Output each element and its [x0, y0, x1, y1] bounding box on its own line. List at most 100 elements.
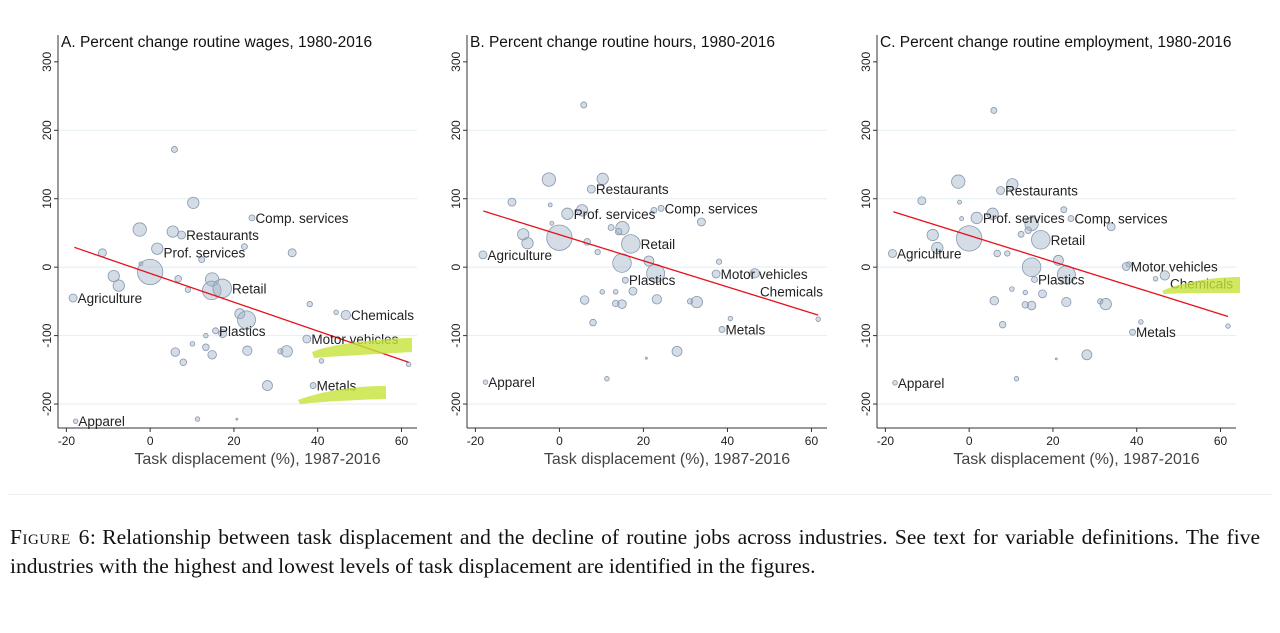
data-point — [696, 217, 706, 227]
data-point — [107, 269, 120, 283]
data-point — [580, 101, 588, 109]
data-point — [1138, 319, 1144, 325]
point-label: Prof. services — [983, 211, 1065, 226]
figure-caption: Figure 6: Relationship between task displ… — [10, 523, 1260, 581]
data-point — [507, 197, 517, 207]
data-point — [1060, 206, 1068, 214]
x-tick-label: 60 — [395, 434, 409, 448]
data-point — [711, 269, 721, 279]
data-point — [1022, 289, 1028, 296]
data-point — [671, 345, 683, 357]
data-point — [151, 242, 164, 255]
data-point — [957, 199, 962, 205]
y-tick-label: -100 — [449, 323, 463, 347]
data-point — [333, 309, 339, 316]
x-tick-label: 40 — [311, 434, 325, 448]
x-tick-label: 40 — [1130, 434, 1144, 448]
point-label: Apparel — [488, 375, 535, 390]
point-label: Prof. services — [574, 207, 656, 222]
y-tick-label: 0 — [449, 264, 463, 271]
data-point — [478, 250, 488, 260]
panel-b-hours: B. Percent change routine hours, 1980-20… — [449, 34, 827, 468]
x-axis-title: Task displacement (%), 1987-2016 — [953, 451, 1199, 468]
data-point — [521, 237, 534, 250]
point-label: Agriculture — [78, 291, 143, 306]
data-point — [132, 222, 147, 237]
data-point — [187, 196, 200, 209]
data-point — [917, 196, 927, 206]
x-axis-title: Task displacement (%), 1987-2016 — [134, 451, 380, 468]
data-point — [287, 248, 297, 258]
panel-title: A. Percent change routine wages, 1980-20… — [61, 34, 372, 51]
data-point — [198, 256, 206, 264]
data-point — [302, 334, 312, 344]
y-tick-label: -100 — [859, 323, 873, 347]
highlighter-mark — [298, 386, 386, 404]
point-label: Motor vehicles — [721, 267, 808, 282]
y-tick-label: 200 — [449, 120, 463, 140]
data-point — [956, 225, 983, 252]
data-point — [621, 276, 629, 284]
data-point — [541, 172, 557, 187]
data-point — [579, 295, 590, 305]
data-point — [194, 416, 201, 422]
data-point — [235, 417, 239, 421]
data-point — [614, 227, 623, 236]
x-tick-label: 0 — [966, 434, 973, 448]
data-point — [202, 343, 210, 351]
data-point — [998, 320, 1007, 329]
caption-text: Relationship between task displacement a… — [10, 525, 1260, 578]
data-point — [1004, 250, 1011, 257]
data-point — [203, 332, 209, 339]
data-point — [68, 293, 78, 303]
data-point — [951, 174, 966, 189]
data-point — [1152, 276, 1159, 282]
data-point — [1021, 301, 1029, 309]
y-tick-label: -200 — [859, 392, 873, 416]
data-point — [1225, 323, 1231, 329]
data-point — [177, 230, 186, 240]
x-tick-label: 20 — [1046, 434, 1060, 448]
data-point — [621, 234, 641, 254]
data-point — [617, 299, 627, 309]
data-point — [959, 216, 965, 221]
data-point — [586, 184, 596, 194]
data-point — [815, 316, 821, 322]
point-label: Apparel — [78, 414, 125, 429]
point-label: Retail — [641, 237, 676, 252]
data-point — [1061, 296, 1072, 308]
data-point — [607, 224, 615, 231]
data-point — [561, 207, 574, 220]
point-label: Retail — [232, 281, 267, 296]
point-label: Comp. services — [1074, 212, 1167, 227]
point-label: Agriculture — [897, 246, 962, 261]
data-point — [989, 296, 999, 306]
y-tick-label: -200 — [449, 392, 463, 416]
data-point — [749, 268, 760, 279]
data-point — [340, 309, 351, 321]
y-tick-label: 100 — [859, 188, 873, 208]
point-label: Agriculture — [487, 248, 552, 263]
point-label: Comp. services — [255, 211, 348, 226]
x-tick-label: 20 — [227, 434, 241, 448]
data-point — [1031, 276, 1038, 283]
data-point — [715, 258, 723, 265]
x-tick-label: 60 — [805, 434, 819, 448]
data-point — [202, 280, 222, 301]
point-label: Chemicals — [351, 308, 414, 323]
data-point — [986, 207, 999, 220]
data-point — [549, 220, 555, 226]
figure-6-panels: A. Percent change routine wages, 1980-20… — [40, 34, 1240, 468]
y-tick-label: 200 — [859, 120, 873, 140]
x-tick-label: -20 — [58, 434, 76, 448]
data-point — [179, 358, 187, 366]
data-point — [644, 356, 648, 360]
point-label: Apparel — [898, 376, 945, 391]
data-point — [318, 358, 325, 364]
data-point — [657, 204, 665, 212]
highlighter-mark — [1162, 277, 1240, 294]
panel-a-wages: A. Percent change routine wages, 1980-20… — [40, 34, 417, 468]
x-tick-label: 40 — [721, 434, 735, 448]
point-label: Chemicals — [760, 284, 823, 299]
data-point — [241, 243, 248, 251]
